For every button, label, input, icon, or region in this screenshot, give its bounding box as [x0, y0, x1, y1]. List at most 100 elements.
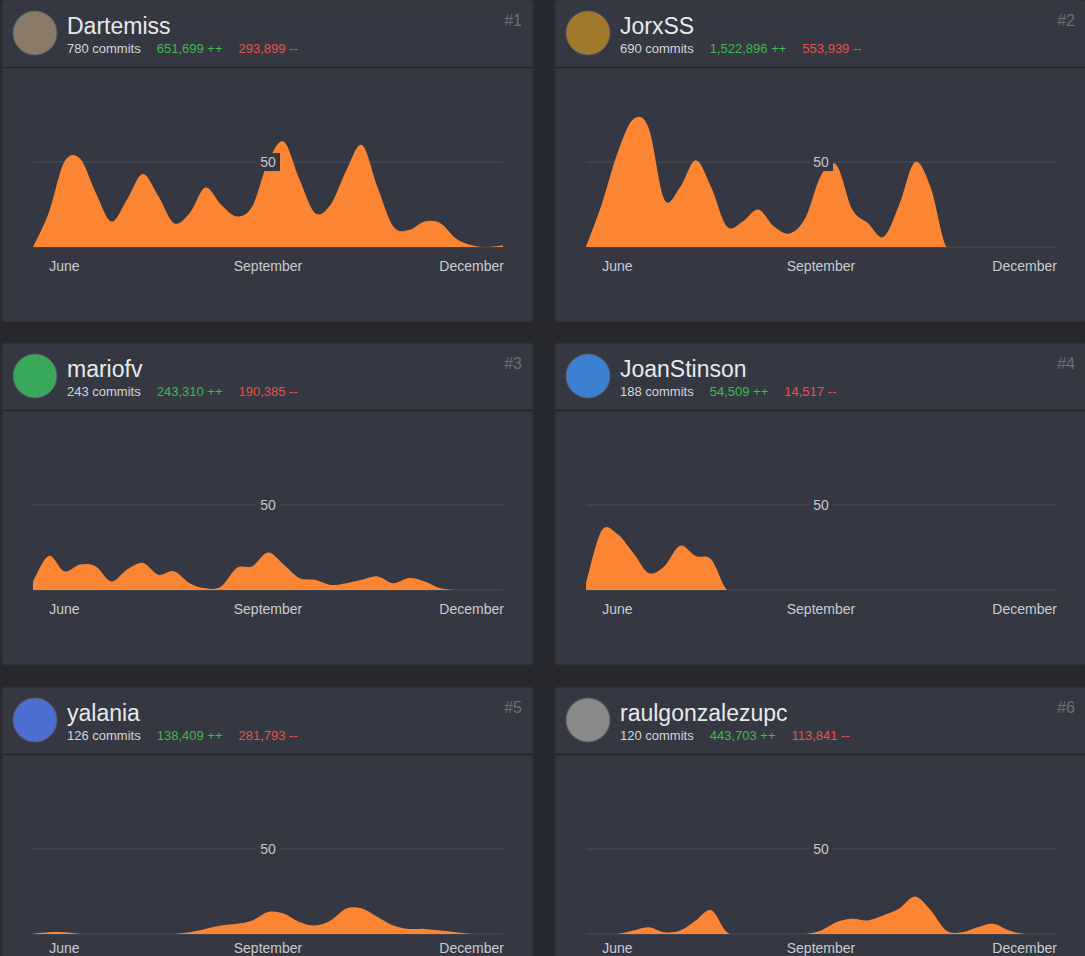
card-background	[555, 687, 1085, 956]
header-separator	[555, 67, 1085, 69]
deletions: 14,517 --	[784, 384, 836, 399]
contributor-name[interactable]: yalania	[67, 700, 140, 726]
avatar[interactable]	[13, 354, 57, 398]
deletions: 281,793 --	[239, 728, 298, 743]
tick-label-background	[809, 840, 833, 858]
plot-area	[586, 527, 1056, 590]
contributor-name[interactable]: JorxSS	[620, 13, 694, 39]
commits: 780 commits	[67, 41, 141, 56]
x-tick-label: June	[49, 258, 80, 274]
deletions: 553,939 --	[802, 41, 861, 56]
contributor-name[interactable]: Dartemiss	[67, 13, 171, 39]
header-separator	[555, 754, 1085, 756]
card-background	[2, 687, 533, 956]
x-tick-label: September	[787, 601, 856, 617]
x-tick-label: December	[439, 258, 504, 274]
y-tick-label: 50	[813, 841, 829, 857]
additions: 443,703 ++	[710, 728, 776, 743]
y-tick-label: 50	[260, 154, 276, 170]
contributor-card: raulgonzalezupc #6 120 commits 443,703 ++ 11…	[555, 687, 1085, 956]
header-separator	[2, 754, 533, 756]
y-tick-label: 50	[260, 497, 276, 513]
card-background	[2, 343, 533, 665]
contributor-card: yalania #5 126 commits138,409 ++281,793 --…	[2, 687, 533, 956]
avatar[interactable]	[13, 698, 57, 742]
avatar[interactable]	[566, 698, 610, 742]
x-tick-label: September	[234, 601, 303, 617]
y-tick-label: 50	[260, 841, 276, 857]
x-tick-label: June	[602, 601, 633, 617]
contributor-name[interactable]: JoanStinson	[620, 356, 747, 382]
contributor-card: Dartemiss#1780 commits651,699 ++293,899 …	[2, 0, 533, 322]
plot-area	[586, 117, 1056, 247]
rank: #4	[1057, 355, 1075, 372]
plot-area	[33, 141, 503, 247]
header-separator	[2, 410, 533, 412]
additions: 1,522,896 ++	[710, 41, 787, 56]
avatar[interactable]	[13, 11, 57, 55]
x-tick-label: September	[787, 940, 856, 956]
plot-area	[33, 553, 503, 590]
tick-label-background	[256, 840, 280, 858]
x-tick-label: June	[49, 601, 80, 617]
tick-label-background	[809, 153, 833, 171]
rank: #1	[504, 12, 522, 29]
contributor-name[interactable]: raulgonzalezupc	[620, 700, 788, 726]
commit-area	[586, 897, 1056, 934]
card-background	[555, 343, 1085, 665]
y-tick-label: 50	[813, 154, 829, 170]
avatar[interactable]	[566, 11, 610, 55]
stats: 126 commits138,409 ++281,793 --	[67, 728, 298, 743]
deletions: 190,385 --	[239, 384, 298, 399]
page: Dartemiss#1780 commits651,699 ++293,899 …	[0, 0, 1085, 956]
stats: 780 commits651,699 ++293,899 --	[67, 41, 298, 56]
commit-area	[33, 141, 503, 247]
commits: 243 commits	[67, 384, 141, 399]
x-tick-label: June	[602, 940, 633, 956]
x-tick-label: December	[992, 258, 1057, 274]
commit-area	[586, 527, 1056, 590]
stats: 120 commits 443,703 ++ 113,841 --	[620, 728, 850, 743]
x-tick-label: June	[602, 258, 633, 274]
rank: #5	[504, 699, 522, 716]
stats: 243 commits 243,310 ++ 190,385 --	[67, 384, 298, 399]
contributor-card: mariofv #3 243 commits 243,310 ++ 190,385 --…	[2, 343, 533, 665]
commits: 690 commits	[620, 41, 694, 56]
x-tick-label: December	[439, 940, 504, 956]
stats: 188 commits 54,509 ++ 14,517 --	[620, 384, 836, 399]
plot-area	[586, 897, 1056, 934]
additions: 243,310 ++	[157, 384, 223, 399]
commits: 120 commits	[620, 728, 694, 743]
stats: 690 commits 1,522,896 ++ 553,939 --	[620, 41, 862, 56]
x-tick-label: September	[234, 258, 303, 274]
contributor-name[interactable]: mariofv	[67, 356, 143, 382]
additions: 651,699 ++	[157, 41, 223, 56]
x-tick-label: June	[49, 940, 80, 956]
x-tick-label: September	[787, 258, 856, 274]
rank: #6	[1057, 699, 1075, 716]
contributor-card: JoanStinson #4 188 commits 54,509 ++ 14,517 …	[555, 343, 1085, 665]
commit-area	[33, 553, 503, 590]
tick-label-background	[256, 496, 280, 514]
deletions: 113,841 --	[792, 728, 850, 743]
commits: 188 commits	[620, 384, 694, 399]
commits: 126 commits	[67, 728, 141, 743]
commit-area	[586, 117, 1056, 247]
header-separator	[2, 67, 533, 69]
x-tick-label: December	[439, 601, 504, 617]
card-background	[555, 0, 1085, 322]
contributor-card: JorxSS #2 690 commits 1,522,896 ++ 553,939 -…	[555, 0, 1085, 322]
avatar[interactable]	[566, 354, 610, 398]
x-tick-label: December	[992, 601, 1057, 617]
y-tick-label: 50	[813, 497, 829, 513]
commit-area	[33, 907, 503, 934]
tick-label-background	[809, 496, 833, 514]
tick-label-background	[256, 153, 280, 171]
rank: #3	[504, 355, 522, 372]
rank: #2	[1057, 12, 1075, 29]
x-tick-label: December	[992, 940, 1057, 956]
plot-area	[33, 907, 503, 934]
card-background	[2, 0, 533, 322]
header-separator	[555, 410, 1085, 412]
additions: 54,509 ++	[710, 384, 769, 399]
